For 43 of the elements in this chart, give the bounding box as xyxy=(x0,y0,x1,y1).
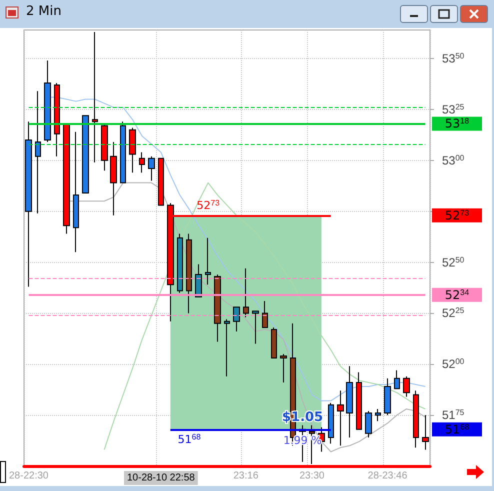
candlestick xyxy=(365,410,372,438)
candlestick xyxy=(25,121,32,288)
candlestick xyxy=(384,378,391,416)
candlestick xyxy=(205,237,211,286)
x-tick-label: 23:16 xyxy=(233,470,259,482)
candlestick xyxy=(214,274,221,342)
candlestick xyxy=(120,121,126,184)
candlestick xyxy=(92,32,98,163)
candlestick xyxy=(243,268,249,318)
candlestick xyxy=(224,318,230,377)
candlestick xyxy=(356,372,362,430)
x-tick-label: 10-28-10 22:58 xyxy=(126,472,196,484)
candlestick xyxy=(101,123,108,172)
candlestick xyxy=(186,233,192,314)
x-tick-label: 28-23:46 xyxy=(368,470,408,482)
candlestick xyxy=(110,142,117,216)
candlestick xyxy=(262,300,268,328)
candlestick xyxy=(177,233,183,294)
candlestick xyxy=(54,82,60,157)
candlestick xyxy=(394,370,400,390)
x-tick-label: 28-22:30 xyxy=(8,470,49,482)
candlestick xyxy=(139,152,145,174)
candlestick xyxy=(233,306,240,332)
candlestick xyxy=(252,310,259,344)
candlestick xyxy=(422,414,429,450)
candlestick xyxy=(375,408,381,422)
candlestick xyxy=(63,123,70,234)
candlestick xyxy=(328,402,334,444)
candlestick xyxy=(82,115,89,194)
candlestick xyxy=(158,158,164,206)
candlestick xyxy=(35,90,41,214)
candlestick xyxy=(413,390,419,448)
candlestick xyxy=(346,366,353,438)
candlestick xyxy=(148,156,155,182)
x-tick-label: 23:30 xyxy=(299,470,325,482)
candlestick xyxy=(280,353,287,383)
candlestick xyxy=(129,127,136,174)
candlestick xyxy=(44,60,51,143)
chart-title: 2 Min xyxy=(26,4,62,19)
candlestick xyxy=(73,131,79,253)
candlestick xyxy=(403,376,410,398)
candlestick xyxy=(271,326,277,359)
candlestick xyxy=(337,390,344,446)
